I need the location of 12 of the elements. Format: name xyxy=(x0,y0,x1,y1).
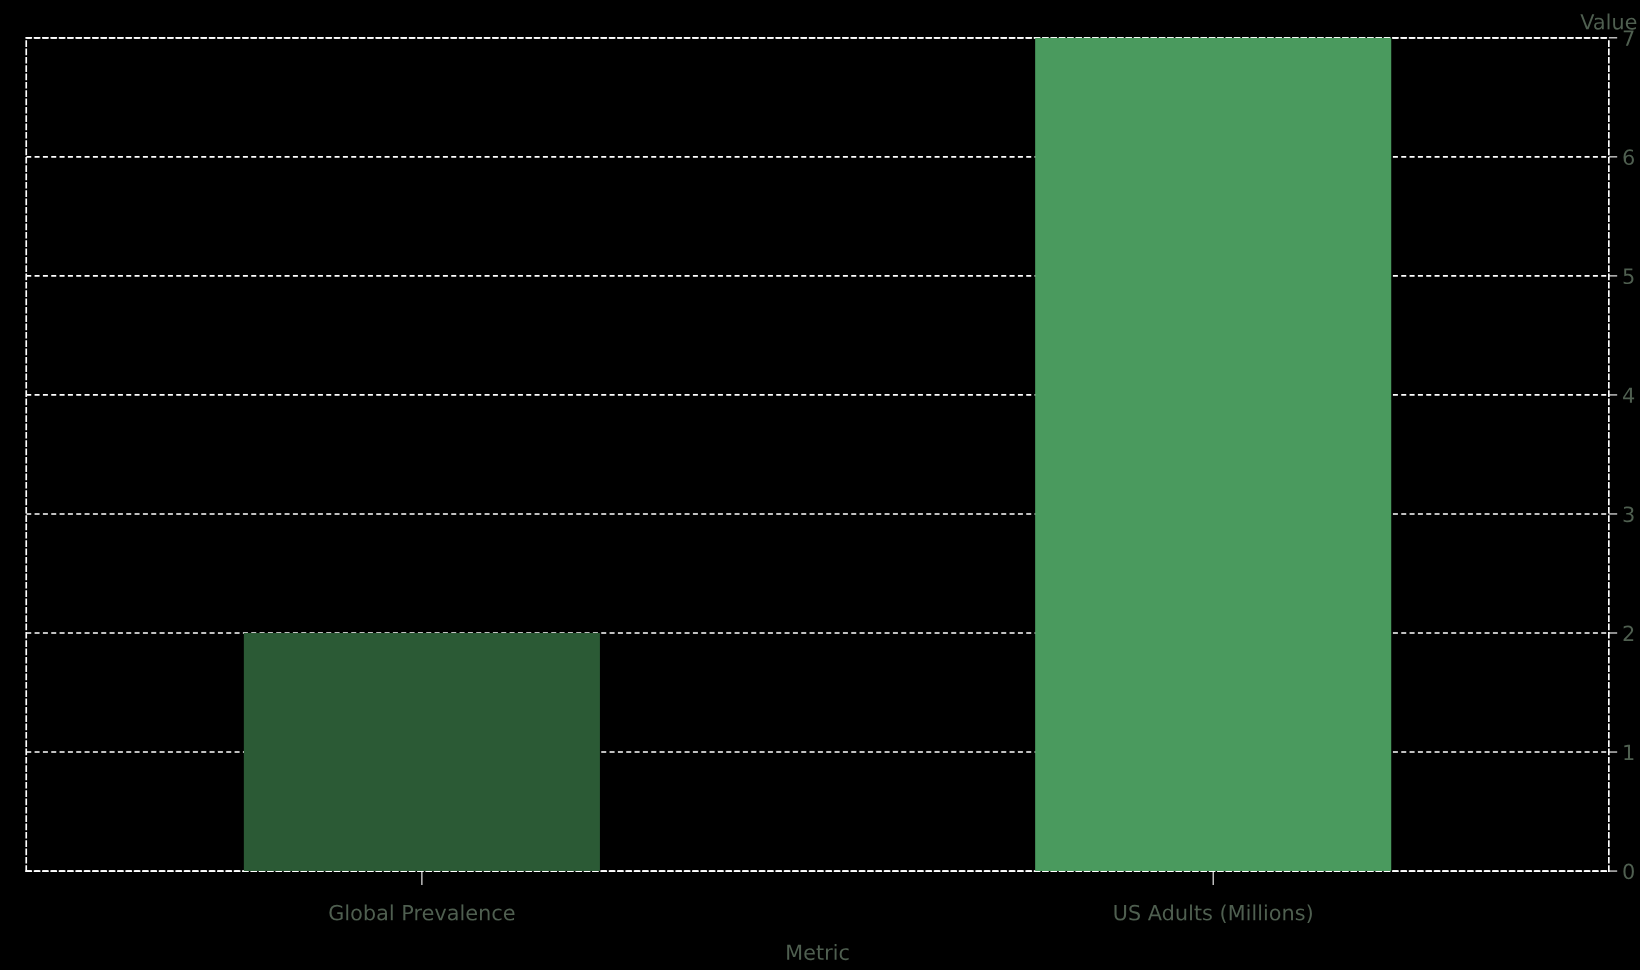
y-axis-title: Value xyxy=(1580,13,1637,30)
y-tick-label: 5 xyxy=(1623,268,1634,285)
y-tick-label: 2 xyxy=(1623,625,1634,641)
x-tick-label: Global Prevalence xyxy=(329,904,515,921)
x-tick-label: US Adults (Millions) xyxy=(1114,904,1312,923)
y-tick-label: 0 xyxy=(1623,863,1634,880)
y-tick-label: 6 xyxy=(1623,149,1634,166)
x-axis-title: Metric xyxy=(787,944,849,961)
y-tick-label: 3 xyxy=(1623,506,1634,523)
y-tick-label: 4 xyxy=(1623,387,1635,403)
y-tick-label: 1 xyxy=(1624,744,1634,760)
y-tick-label: 7 xyxy=(1623,30,1634,46)
